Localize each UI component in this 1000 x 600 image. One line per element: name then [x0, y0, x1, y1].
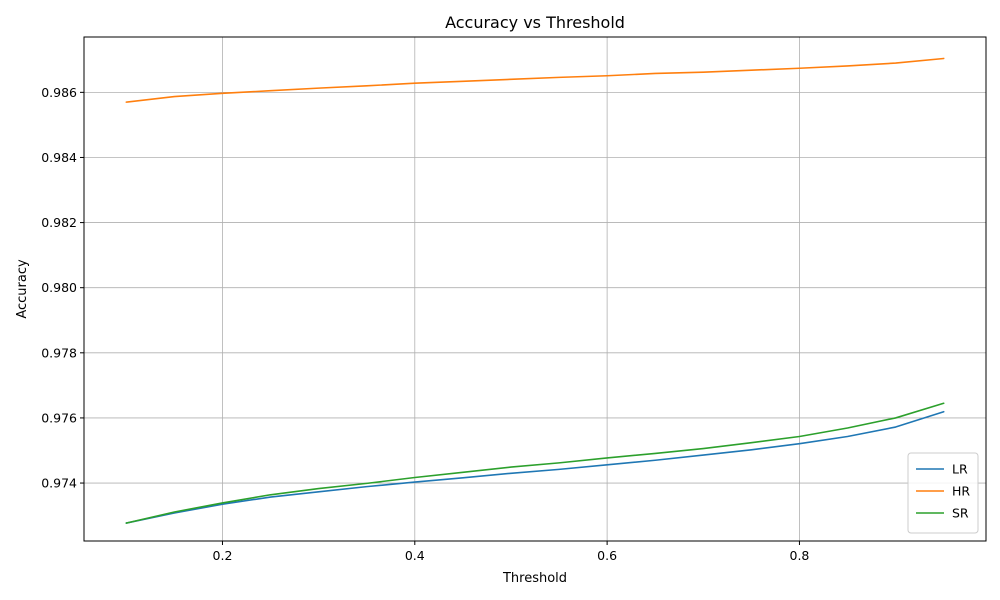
legend: LR HR SR	[907, 452, 979, 534]
y-axis-label: Accuracy	[15, 259, 30, 319]
legend-label-sr: SR	[952, 506, 969, 521]
legend-label-hr: HR	[952, 484, 970, 499]
y-tick-label: 0.986	[41, 85, 77, 100]
y-tick-label: 0.982	[41, 215, 77, 230]
x-tick-label: 0.4	[405, 548, 425, 563]
x-tick-label: 0.6	[597, 548, 617, 563]
y-axis-ticks: 0.974 0.976 0.978 0.980 0.982 0.984 0.986	[41, 85, 84, 491]
y-tick-label: 0.984	[41, 150, 77, 165]
series-line-lr	[125, 410, 945, 524]
plot-frame	[83, 36, 987, 542]
legend-label-lr: LR	[952, 462, 968, 477]
x-tick-label: 0.8	[790, 548, 810, 563]
chart-title: Accuracy vs Threshold	[445, 13, 625, 32]
series-line-hr	[125, 57, 945, 103]
y-tick-label: 0.976	[41, 410, 77, 425]
y-tick-label: 0.978	[41, 345, 77, 360]
x-axis-label: Threshold	[502, 571, 567, 586]
x-axis-ticks: 0.2 0.4 0.6 0.8	[213, 541, 810, 563]
x-tick-label: 0.2	[213, 548, 233, 563]
series-lines	[125, 57, 945, 524]
y-tick-label: 0.974	[41, 476, 77, 491]
series-line-sr	[125, 402, 945, 524]
y-tick-label: 0.980	[41, 280, 77, 295]
